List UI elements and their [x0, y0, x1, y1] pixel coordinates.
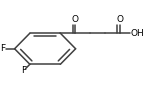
Text: OH: OH [131, 29, 144, 38]
Text: F: F [1, 44, 6, 53]
Text: O: O [72, 15, 79, 24]
Text: O: O [116, 15, 123, 24]
Text: F: F [22, 66, 27, 75]
